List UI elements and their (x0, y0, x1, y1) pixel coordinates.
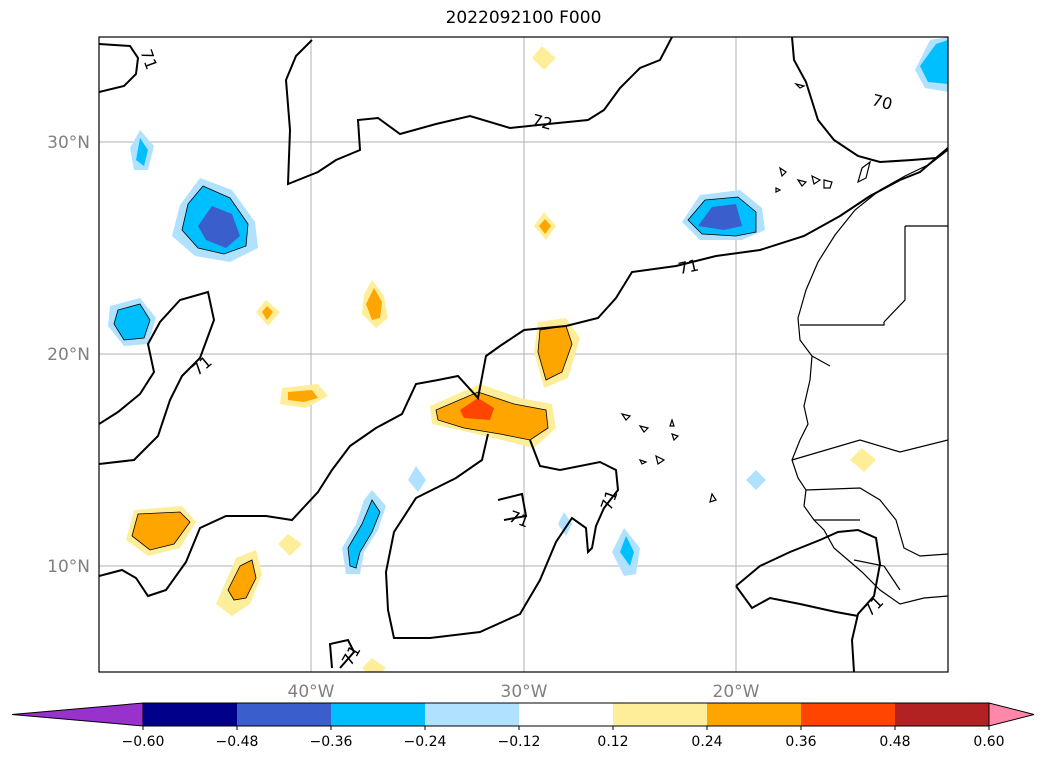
anomaly-blob-positive (538, 326, 572, 380)
island (669, 418, 675, 427)
anomaly-blob-negative (746, 470, 766, 490)
colorbar-tick-label: 0.48 (879, 734, 910, 750)
contour-label: 72 (530, 110, 555, 134)
lon-labels: 40°W 30°W 20°W (288, 682, 760, 702)
lat-label: 10°N (47, 557, 90, 577)
contour-71 (735, 585, 859, 617)
anomaly-blob-positive (262, 306, 273, 320)
island (655, 454, 666, 465)
anomaly-blob-negative (620, 536, 634, 566)
lat-label: 20°N (47, 345, 90, 365)
blob-outline (113, 303, 151, 341)
anomaly-blob-positive (539, 219, 551, 234)
contour-71 (384, 433, 620, 639)
island (796, 179, 808, 187)
island (794, 82, 806, 89)
lat-labels: 30°N 20°N 10°N (47, 133, 90, 577)
colorbar-tick-label: 0.60 (973, 734, 1004, 750)
contour-label: 71 (676, 255, 700, 278)
colorbar: −0.60 −0.48 −0.36 −0.24 −0.12 0.12 0.24 0.36 0.4… (11, 702, 1035, 750)
colorbar-bin (613, 703, 708, 726)
contour-71 (497, 492, 528, 521)
anomaly-blob-positive (460, 398, 494, 420)
map-title: 2022092100 F000 (445, 8, 602, 28)
colorbar-bin (519, 703, 614, 726)
island (775, 187, 782, 193)
anomaly-blob-negative (558, 512, 572, 536)
colorbar-tick-label: −0.48 (216, 734, 259, 750)
colorbar-tick-label: −0.24 (404, 734, 447, 750)
anomaly-blob-positive (228, 560, 256, 600)
anomaly-blob-positive (132, 512, 190, 550)
blob-outline (347, 499, 381, 569)
island (620, 413, 632, 421)
island (709, 492, 717, 503)
africa-border (800, 225, 948, 326)
filled-anomaly-blobs (108, 37, 948, 672)
contour-70 (791, 37, 948, 164)
anomaly-blob-negative (198, 206, 240, 248)
anomaly-blob-negative (136, 138, 148, 166)
island (823, 179, 833, 189)
contour-72 (284, 37, 673, 186)
anomaly-blob-positive (278, 534, 302, 556)
anomaly-blob-positive (850, 448, 876, 472)
lat-label: 30°N (47, 133, 90, 153)
anomaly-blob-positive (362, 658, 386, 672)
colorbar-tick-label: −0.12 (498, 734, 541, 750)
island (671, 433, 680, 442)
island (638, 458, 648, 465)
coastlines (620, 82, 948, 605)
blob-outline (181, 185, 249, 255)
blob-outline (687, 196, 757, 237)
colorbar-tick-label: 0.12 (597, 734, 628, 750)
colorbar-bin (895, 703, 990, 726)
contour-71 (99, 43, 140, 93)
colorbar-bin (331, 703, 426, 726)
colorbar-bin (425, 703, 520, 726)
anomaly-blob-positive (366, 288, 382, 320)
contour-71 (735, 528, 882, 672)
anomaly-blob-negative (348, 500, 380, 568)
anomaly-blob-positive (288, 390, 318, 402)
colorbar-tick-label: −0.36 (310, 734, 353, 750)
contour-71 (328, 638, 356, 669)
anomaly-blob-negative (114, 304, 150, 340)
colorbar-extend-under (11, 702, 144, 727)
contour-label: 70 (870, 90, 895, 114)
island (811, 174, 822, 185)
blob-outline (435, 391, 549, 441)
map-frame (98, 36, 949, 673)
colorbar-bin (707, 703, 802, 726)
island (857, 160, 871, 184)
colorbar-tick-label: −0.60 (122, 734, 165, 750)
lon-label: 40°W (288, 682, 335, 702)
colorbar-bin (143, 703, 238, 726)
anomaly-blob-negative (920, 40, 948, 84)
island (779, 166, 787, 178)
lon-label: 20°W (713, 682, 760, 702)
anomaly-blob-positive (532, 46, 556, 70)
contour-71 (99, 147, 948, 598)
africa-border (791, 355, 948, 461)
colorbar-bin (801, 703, 896, 726)
island (638, 425, 650, 433)
colorbar-outline (142, 702, 990, 727)
blob-outline (131, 511, 191, 551)
colorbar-tick-label: 0.36 (785, 734, 816, 750)
contour-71 (99, 290, 216, 465)
height-contours (99, 37, 948, 672)
anomaly-blob-negative (698, 204, 742, 230)
colorbar-extend-over (988, 702, 1035, 727)
africa-coastline (791, 149, 948, 605)
colorbar-bin (237, 703, 332, 726)
colorbar-tick-label: 0.24 (691, 734, 722, 750)
gridlines (99, 37, 948, 672)
africa-border (805, 487, 948, 557)
lon-label: 30°W (501, 682, 548, 702)
blob-outline (227, 559, 257, 601)
africa-border (853, 559, 901, 591)
anomaly-blob-negative (408, 466, 426, 492)
